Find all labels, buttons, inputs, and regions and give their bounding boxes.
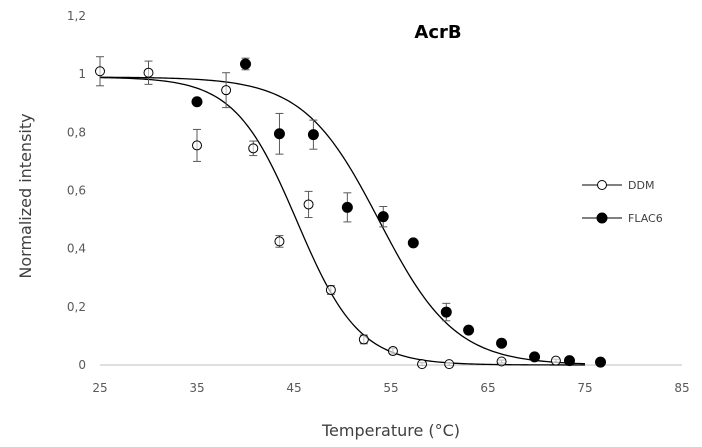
y-tick-label: 0,8 [67,125,86,139]
legend-marker-ddm [597,180,607,190]
x-tick-label: 85 [674,381,689,395]
data-point-flac6 [191,96,203,108]
y-tick-label: 0,4 [67,242,86,256]
y-tick-label: 0,2 [67,300,86,314]
data-point-ddm [417,359,428,370]
y-tick-label: 1,2 [67,9,86,23]
y-axis-title: Normalized intensity [16,113,35,278]
data-point-flac6 [407,237,419,249]
x-tick-label: 45 [286,381,301,395]
data-markers [95,58,607,370]
data-point-ddm [387,346,398,357]
data-point-flac6 [463,324,475,336]
x-tick-label: 25 [92,381,107,395]
data-point-ddm [274,236,285,247]
data-point-ddm [221,85,232,96]
x-tick-label: 65 [480,381,495,395]
x-tick-label: 75 [577,381,592,395]
data-point-flac6 [307,129,319,141]
legend-marker-flac6 [596,212,608,224]
y-tick-label: 1 [78,67,86,81]
data-point-ddm [325,284,336,295]
chart-title: AcrB [414,22,461,43]
data-point-flac6 [240,58,251,70]
legend-label-flac6: FLAC6 [628,212,663,225]
data-point-flac6 [496,337,508,349]
data-point-ddm [143,67,154,78]
data-point-ddm [248,143,259,154]
legend-entry-flac6: FLAC6 [582,212,663,225]
x-axis-ticks: 25 35 45 55 65 75 85 [92,381,689,395]
data-point-ddm [192,140,202,151]
x-tick-label: 55 [383,381,398,395]
data-point-ddm [358,334,369,345]
fit-curve-flac6 [99,76,586,365]
data-point-ddm [496,356,507,367]
y-axis-ticks: 0 0,2 0,4 0,6 0,8 1 1,2 [67,9,86,372]
data-point-ddm [550,355,561,366]
data-point-flac6 [529,351,541,363]
data-point-ddm [303,199,314,210]
data-point-ddm [95,66,105,77]
x-axis-title: Temperature (°C) [321,421,460,440]
data-point-flac6 [341,201,353,213]
data-point-flac6 [377,211,389,223]
data-point-flac6 [273,128,285,140]
data-point-flac6 [440,306,452,318]
x-tick-label: 35 [189,381,204,395]
y-tick-label: 0,6 [67,184,86,198]
data-point-ddm [444,359,455,370]
legend-entry-ddm: DDM [582,179,654,192]
legend-label-ddm: DDM [628,179,654,192]
data-point-flac6 [563,355,575,367]
data-point-flac6 [595,356,607,368]
legend: DDM FLAC6 [582,179,663,225]
y-tick-label: 0 [78,358,86,372]
